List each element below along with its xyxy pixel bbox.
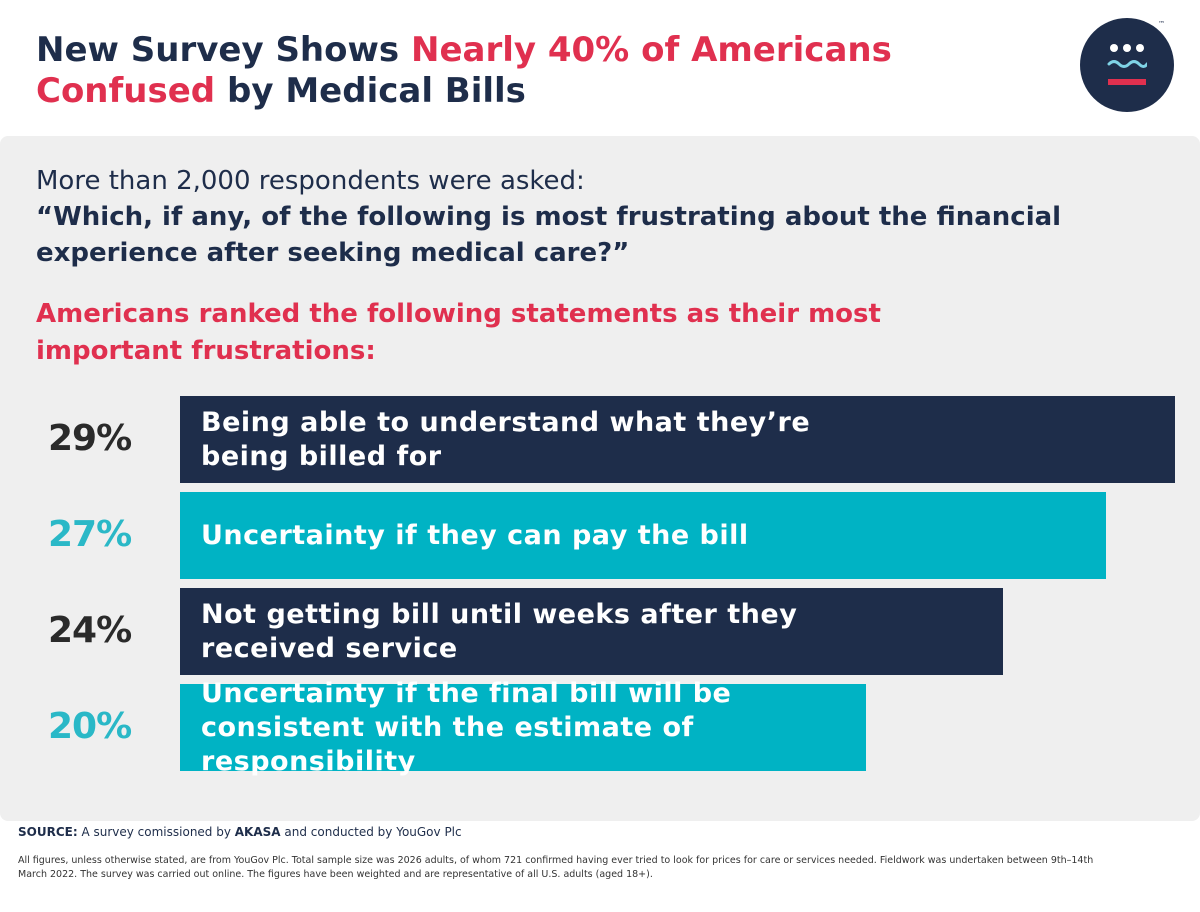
header: New Survey Shows Nearly 40% of Americans…: [36, 30, 1036, 112]
survey-intro: More than 2,000 respondents were asked: …: [36, 163, 1156, 271]
logo-bar: [1108, 79, 1146, 85]
bar-category-label: Uncertainty if the final bill will be co…: [201, 677, 732, 777]
logo-dot: [1123, 44, 1131, 52]
source-text: A survey comissioned by: [77, 825, 235, 839]
page-title: New Survey Shows Nearly 40% of Americans…: [36, 30, 1036, 112]
title-highlight: Nearly 40% of Americans Confused: [36, 30, 892, 111]
source-line: SOURCE: A survey comissioned by AKASA an…: [18, 825, 462, 839]
bar-value-label: 27%: [48, 513, 132, 555]
source-text-2: and conducted by YouGov Plc: [280, 825, 462, 839]
logo-dot: [1110, 44, 1118, 52]
intro-line: More than 2,000 respondents were asked:: [36, 166, 585, 196]
akasa-logo: [1080, 18, 1174, 112]
bar: [180, 588, 1003, 675]
bar-value-label: 29%: [48, 417, 132, 459]
survey-question: “Which, if any, of the following is most…: [36, 202, 1062, 268]
logo-wave-icon: [1107, 60, 1147, 68]
trademark-symbol: ™: [1158, 20, 1165, 28]
bar: [180, 684, 866, 771]
source-brand: AKASA: [234, 825, 281, 839]
bar-category-label: Not getting bill until weeks after they …: [201, 598, 798, 664]
bar: [180, 396, 1175, 483]
title-part2: by Medical Bills: [215, 71, 526, 111]
title-part1: New Survey Shows: [36, 30, 411, 70]
bar-category-label: Uncertainty if they can pay the bill: [201, 519, 749, 551]
bar-category-label: Being able to understand what they’re be…: [201, 406, 811, 472]
bar-value-label: 20%: [48, 705, 132, 747]
source-label: SOURCE:: [18, 825, 78, 839]
logo-dot: [1136, 44, 1144, 52]
footnote: All figures, unless otherwise stated, ar…: [18, 855, 1094, 880]
bar: [180, 492, 1106, 579]
frustrations-bar-chart: 29% Being able to understand what they’re…: [0, 380, 1200, 790]
chart-subheading: Americans ranked the following statement…: [36, 299, 881, 366]
bar-value-label: 24%: [48, 609, 132, 651]
